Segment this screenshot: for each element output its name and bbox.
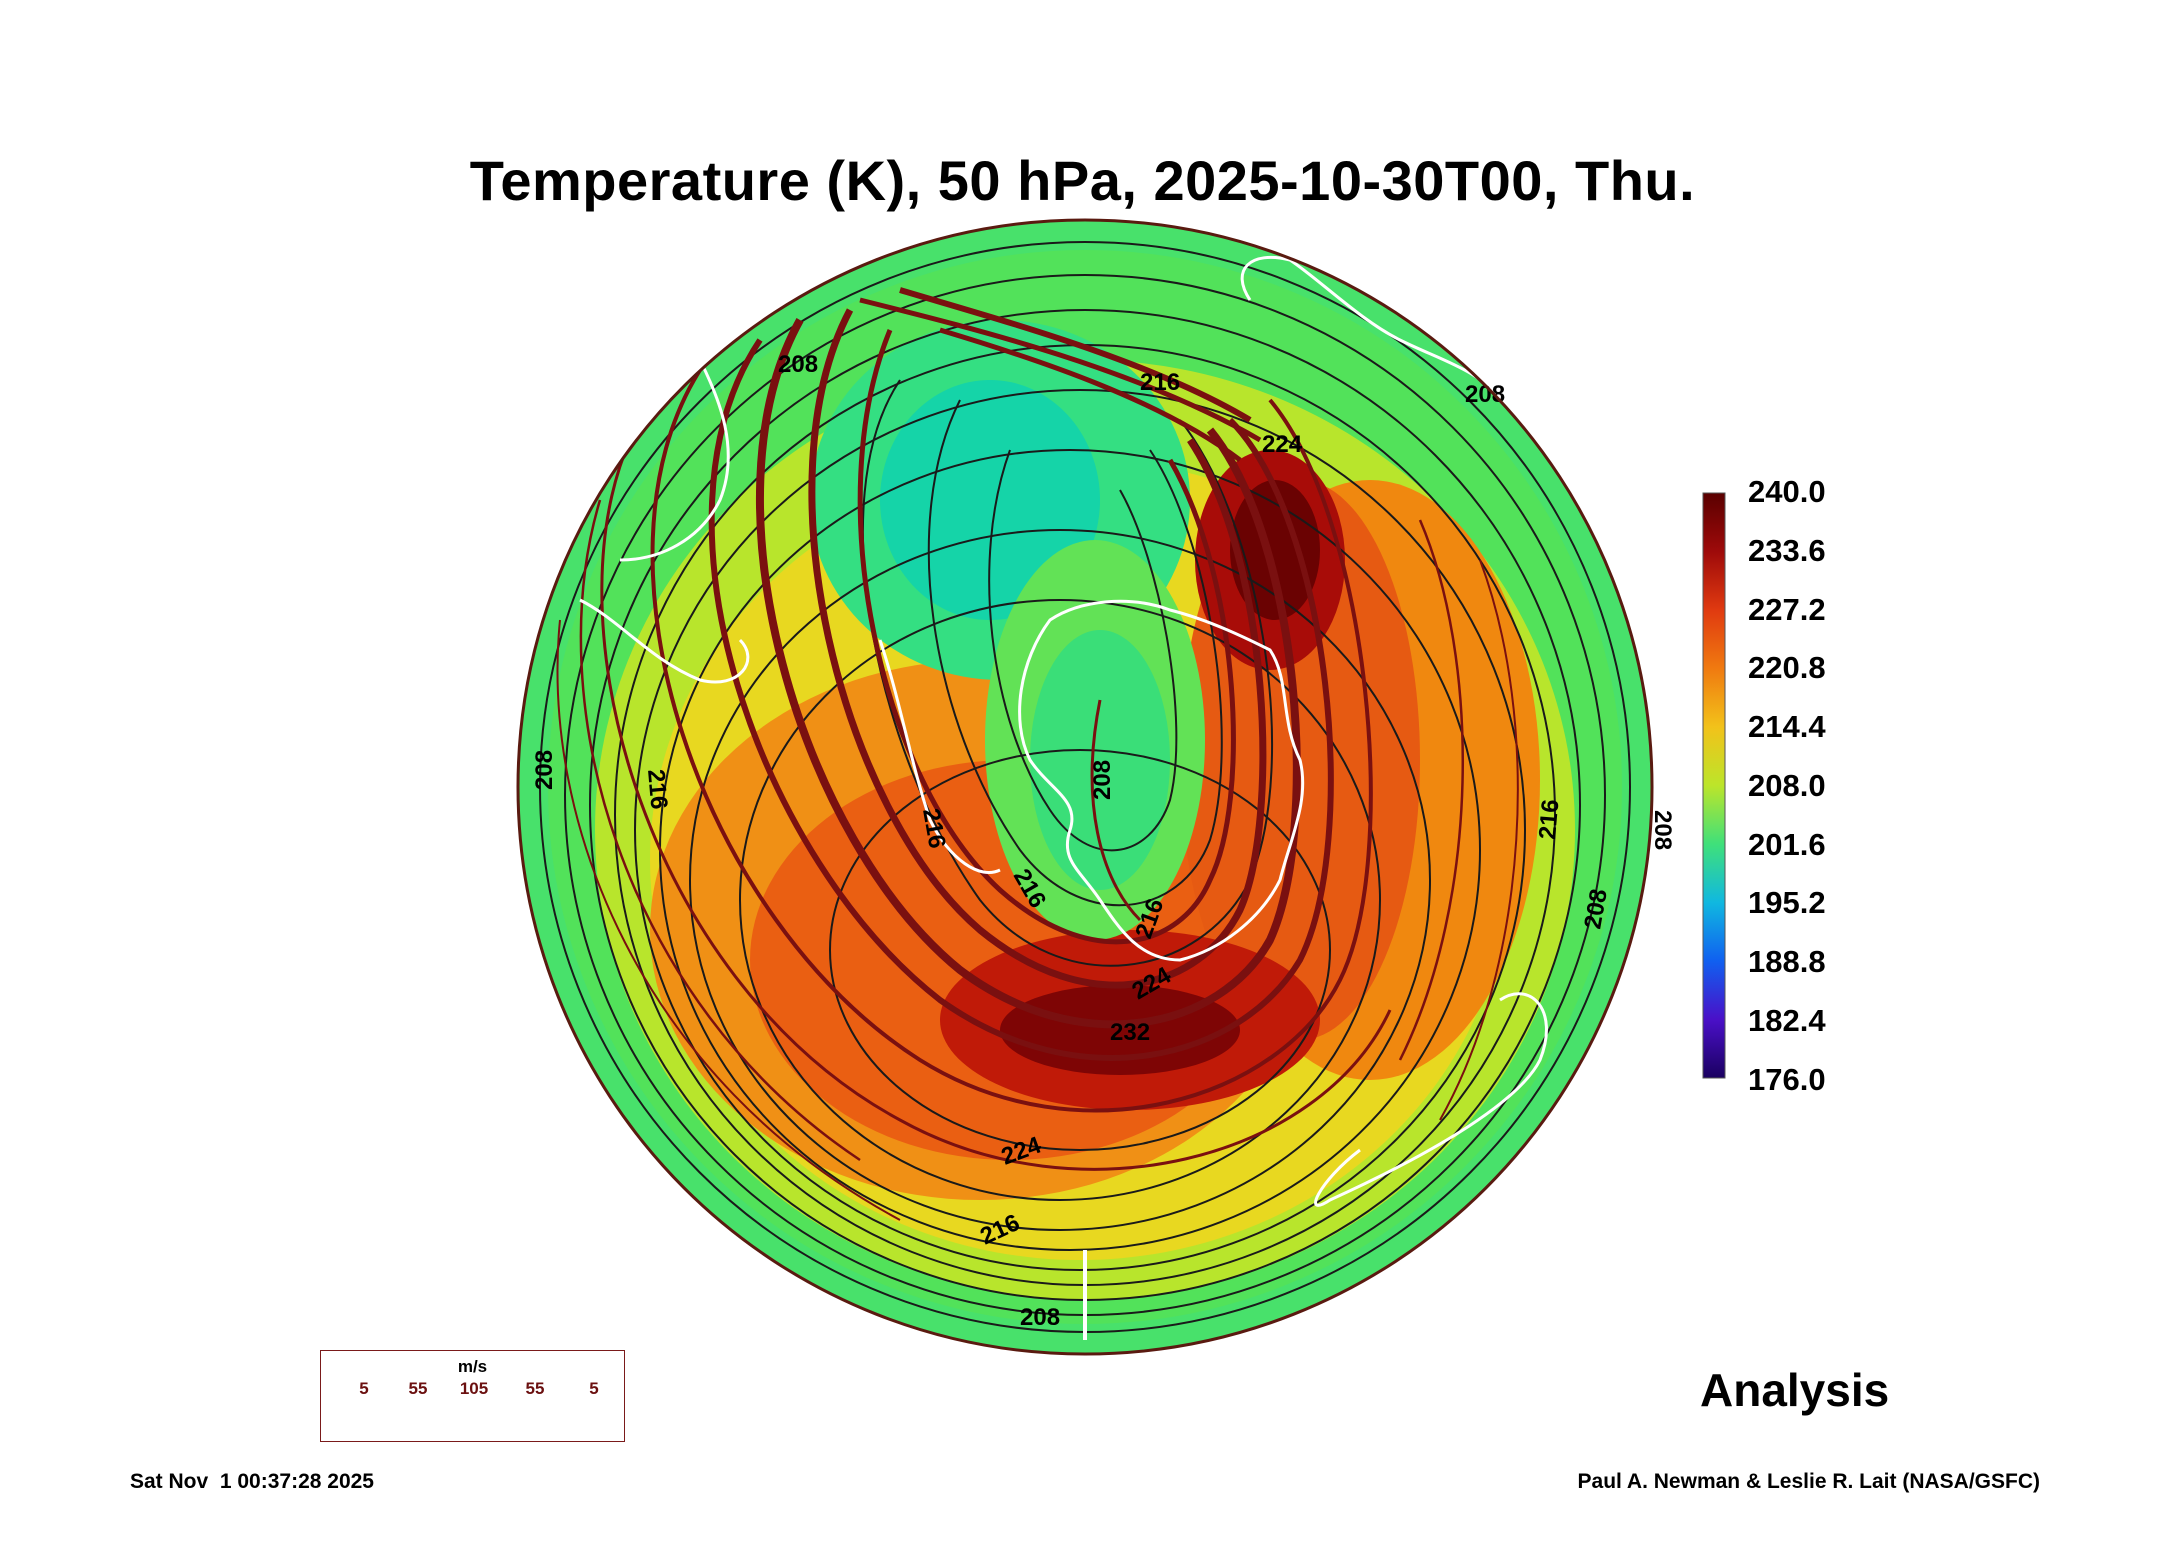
wind-legend-unit: m/s (457, 1357, 488, 1376)
wind-legend-value: 105 (459, 1379, 489, 1398)
colorbar (1702, 492, 1726, 1079)
contour-label: 216 (1534, 798, 1564, 840)
colorbar-tick-label: 240.0 (1748, 474, 1826, 509)
analysis-label: Analysis (1700, 1364, 1890, 1416)
contour-label: 224 (1262, 431, 1303, 458)
colorbar-tick-label: 201.6 (1748, 827, 1826, 862)
contour-label: 208 (1020, 1304, 1060, 1331)
footer-timestamp: Sat Nov 1 00:37:28 2025 (130, 1470, 374, 1493)
contour-label: 208 (778, 351, 818, 378)
colorbar-tick-label: 208.0 (1748, 768, 1826, 803)
colorbar-tick-label: 227.2 (1748, 592, 1826, 627)
contour-label: 216 (1140, 369, 1180, 396)
colorbar-tick-label: 214.4 (1748, 709, 1826, 744)
contour-label: 208 (1089, 760, 1116, 800)
colorbar-tick-label: 233.6 (1748, 533, 1826, 568)
colorbar-tick-label: 182.4 (1748, 1003, 1826, 1038)
map-border (516, 218, 1654, 1356)
wind-legend-value: 5 (359, 1379, 369, 1398)
colorbar-tick-label: 220.8 (1748, 650, 1826, 685)
wind-legend-value: 55 (525, 1379, 545, 1398)
colorbar-tick-label: 188.8 (1748, 944, 1826, 979)
coastlines (579, 255, 1548, 1340)
colorbar-tick-label: 195.2 (1748, 885, 1826, 920)
wind-legend-value: 55 (408, 1379, 428, 1398)
contour-label: 208 (1649, 810, 1676, 850)
colorbar-tick-label: 176.0 (1748, 1062, 1826, 1097)
contour-label: 216 (642, 768, 672, 810)
wind-streamlines (556, 287, 1519, 1221)
page-title: Temperature (K), 50 hPa, 2025-10-30T00, … (469, 149, 1696, 212)
contour-label: 208 (531, 750, 558, 790)
contour-label: 232 (1110, 1019, 1150, 1046)
footer-credit: Paul A. Newman & Leslie R. Lait (NASA/GS… (1577, 1470, 2040, 1493)
wind-legend: m/s 5 55 105 55 5 (320, 1350, 625, 1442)
wind-legend-value: 5 (589, 1379, 599, 1398)
